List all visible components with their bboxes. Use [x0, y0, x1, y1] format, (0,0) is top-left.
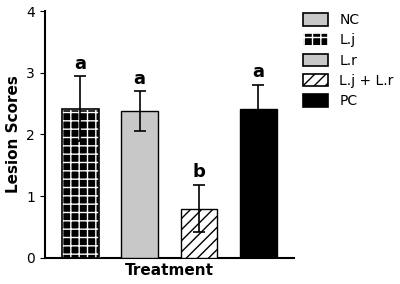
- Y-axis label: Lesion Scores: Lesion Scores: [6, 76, 20, 193]
- Bar: [62, 108, 99, 258]
- Text: a: a: [134, 70, 146, 87]
- X-axis label: Treatment: Treatment: [125, 264, 214, 278]
- Text: a: a: [74, 55, 86, 73]
- Legend: NC, L.j, L.r, L.j + L.r, PC: NC, L.j, L.r, L.j + L.r, PC: [303, 13, 394, 108]
- Bar: [240, 108, 277, 258]
- Bar: [62, 108, 99, 258]
- Text: b: b: [192, 163, 206, 181]
- Bar: [180, 208, 217, 258]
- Text: a: a: [252, 63, 264, 82]
- Bar: [121, 111, 158, 258]
